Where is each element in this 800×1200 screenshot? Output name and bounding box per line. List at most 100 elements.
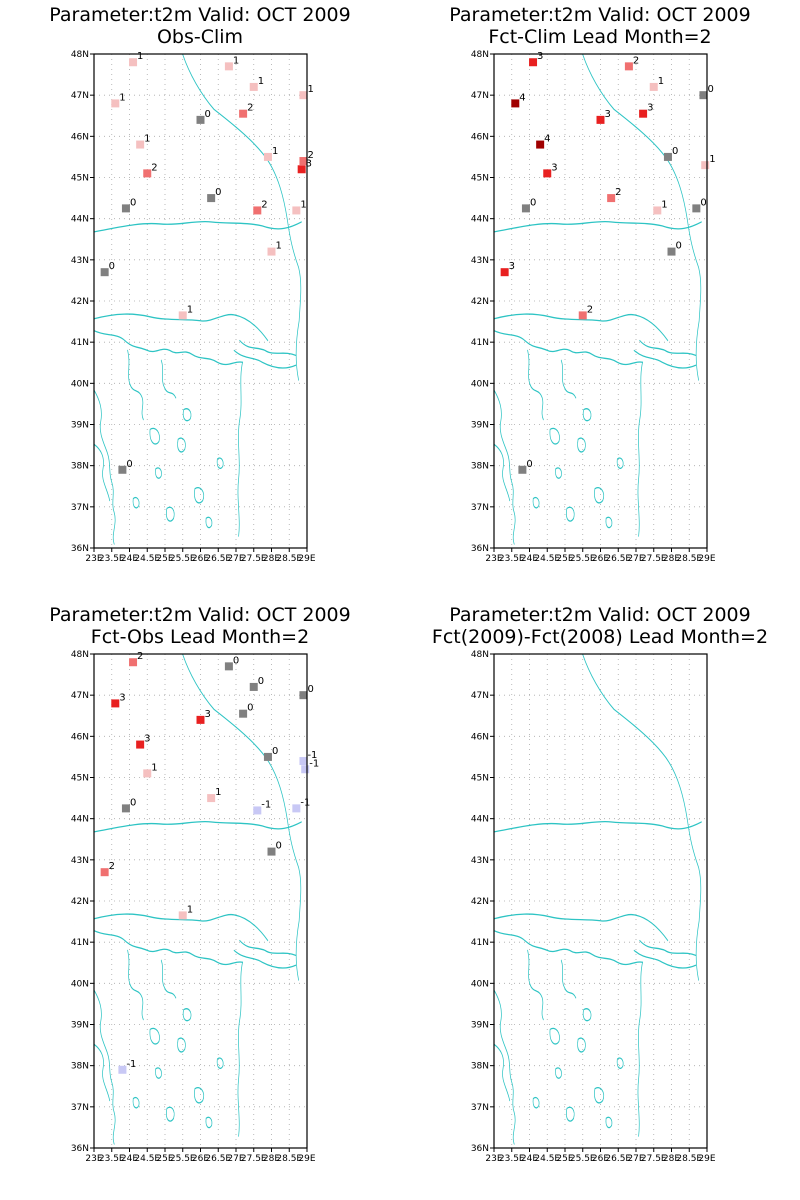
lon-tick-label: 29E <box>698 1154 715 1164</box>
station-value-label: 1 <box>151 762 157 773</box>
lat-tick-label: 48N <box>71 650 89 660</box>
station-marker <box>129 58 138 67</box>
lat-tick-label: 39N <box>471 421 489 431</box>
station-value-label: 0 <box>109 261 115 272</box>
station-marker <box>663 152 672 161</box>
lon-tick-label: 26.5E <box>605 554 631 564</box>
lat-tick-label: 46N <box>71 732 89 742</box>
lon-tick-label: 25.5E <box>170 554 196 564</box>
lat-tick-label: 47N <box>471 91 489 101</box>
station-value-label: -1 <box>307 750 317 761</box>
lon-tick-label: 25E <box>556 1154 573 1164</box>
station-value-label: 2 <box>587 304 593 315</box>
station-marker <box>267 847 276 856</box>
station-value-label: 2 <box>261 199 267 210</box>
station-marker <box>692 204 701 213</box>
station-value-label: 0 <box>215 187 221 198</box>
station-marker <box>578 311 587 320</box>
station-marker <box>607 194 616 203</box>
lat-tick-label: 37N <box>471 503 489 513</box>
lat-tick-label: 44N <box>471 215 489 225</box>
station-marker <box>178 311 187 320</box>
station-marker <box>263 152 272 161</box>
station-marker <box>136 140 145 149</box>
lon-tick-label: 24E <box>121 1154 138 1164</box>
station-value-label: 0 <box>700 197 706 208</box>
station-value-label: 0 <box>130 197 136 208</box>
station-value-label: 2 <box>615 187 621 198</box>
map-frame <box>493 53 708 549</box>
station-marker <box>207 194 216 203</box>
lon-tick-label: 28E <box>663 554 680 564</box>
station-value-label: 2 <box>151 162 157 173</box>
station-marker <box>249 82 258 91</box>
station-value-label: 2 <box>633 55 639 66</box>
station-marker <box>143 169 152 178</box>
panel-subtitle: Fct-Obs Lead Month=2 <box>91 626 309 648</box>
station-marker <box>301 765 310 774</box>
lat-tick-label: 41N <box>471 938 489 948</box>
station-marker <box>543 169 552 178</box>
panel-title: Parameter:t2m Valid: OCT 2009 <box>49 604 350 626</box>
station-value-label: -1 <box>309 758 319 769</box>
station-value-label: 0 <box>205 109 211 120</box>
lon-tick-label: 27.5E <box>641 554 667 564</box>
station-value-label: -1 <box>261 799 271 810</box>
station-marker <box>253 806 262 815</box>
panel-subtitle: Obs-Clim <box>157 26 243 48</box>
station-marker <box>178 911 187 920</box>
station-marker <box>100 868 109 877</box>
lon-tick-label: 27E <box>227 554 244 564</box>
station-marker <box>699 91 708 100</box>
station-value-label: 2 <box>137 651 143 662</box>
lat-tick-label: 46N <box>471 732 489 742</box>
station-value-label: 1 <box>276 241 282 252</box>
lon-tick-label: 25.5E <box>170 1154 196 1164</box>
station-marker <box>207 794 216 803</box>
grid-lines <box>94 654 307 1148</box>
lat-tick-label: 45N <box>71 174 89 184</box>
lon-tick-label: 26E <box>192 1154 209 1164</box>
lat-tick-label: 40N <box>71 379 89 389</box>
station-value-label: 0 <box>272 746 278 757</box>
lat-tick-label: 42N <box>471 297 489 307</box>
panel-title: Parameter:t2m Valid: OCT 2009 <box>49 4 350 26</box>
lat-tick-label: 42N <box>71 897 89 907</box>
lon-tick-label: 27E <box>627 1154 644 1164</box>
lon-tick-label: 23.5E <box>99 554 125 564</box>
station-marker <box>518 465 527 474</box>
station-marker <box>297 165 306 174</box>
coastline <box>494 654 703 1145</box>
station-marker <box>511 99 520 108</box>
lon-tick-label: 27.5E <box>641 1154 667 1164</box>
panel-subtitle: Fct(2009)-Fct(2008) Lead Month=2 <box>432 626 768 648</box>
lat-tick-label: 36N <box>471 1144 489 1154</box>
station-marker <box>121 204 130 213</box>
lon-tick-label: 24E <box>521 1154 538 1164</box>
station-marker <box>121 804 130 813</box>
lat-tick-label: 47N <box>471 691 489 701</box>
station-value-label: 3 <box>119 692 125 703</box>
lon-tick-label: 28.5E <box>276 554 302 564</box>
map-frame <box>93 53 308 549</box>
station-marker <box>292 804 301 813</box>
station-marker <box>239 109 248 118</box>
station-value-label: 0 <box>707 84 713 95</box>
lon-tick-label: 24.5E <box>134 1154 160 1164</box>
station-value-label: 1 <box>709 154 715 165</box>
lat-tick-label: 38N <box>71 462 89 472</box>
lon-tick-label: 24E <box>121 554 138 564</box>
grid-lines <box>494 654 707 1148</box>
grid-lines <box>94 54 307 548</box>
station-marker <box>299 691 308 700</box>
station-marker <box>196 115 205 124</box>
station-value-label: -1 <box>126 1059 136 1070</box>
station-marker <box>292 206 301 215</box>
station-marker <box>111 99 120 108</box>
station-value-label: 1 <box>187 904 193 915</box>
station-marker <box>536 140 545 149</box>
station-value-label: 0 <box>233 655 239 666</box>
